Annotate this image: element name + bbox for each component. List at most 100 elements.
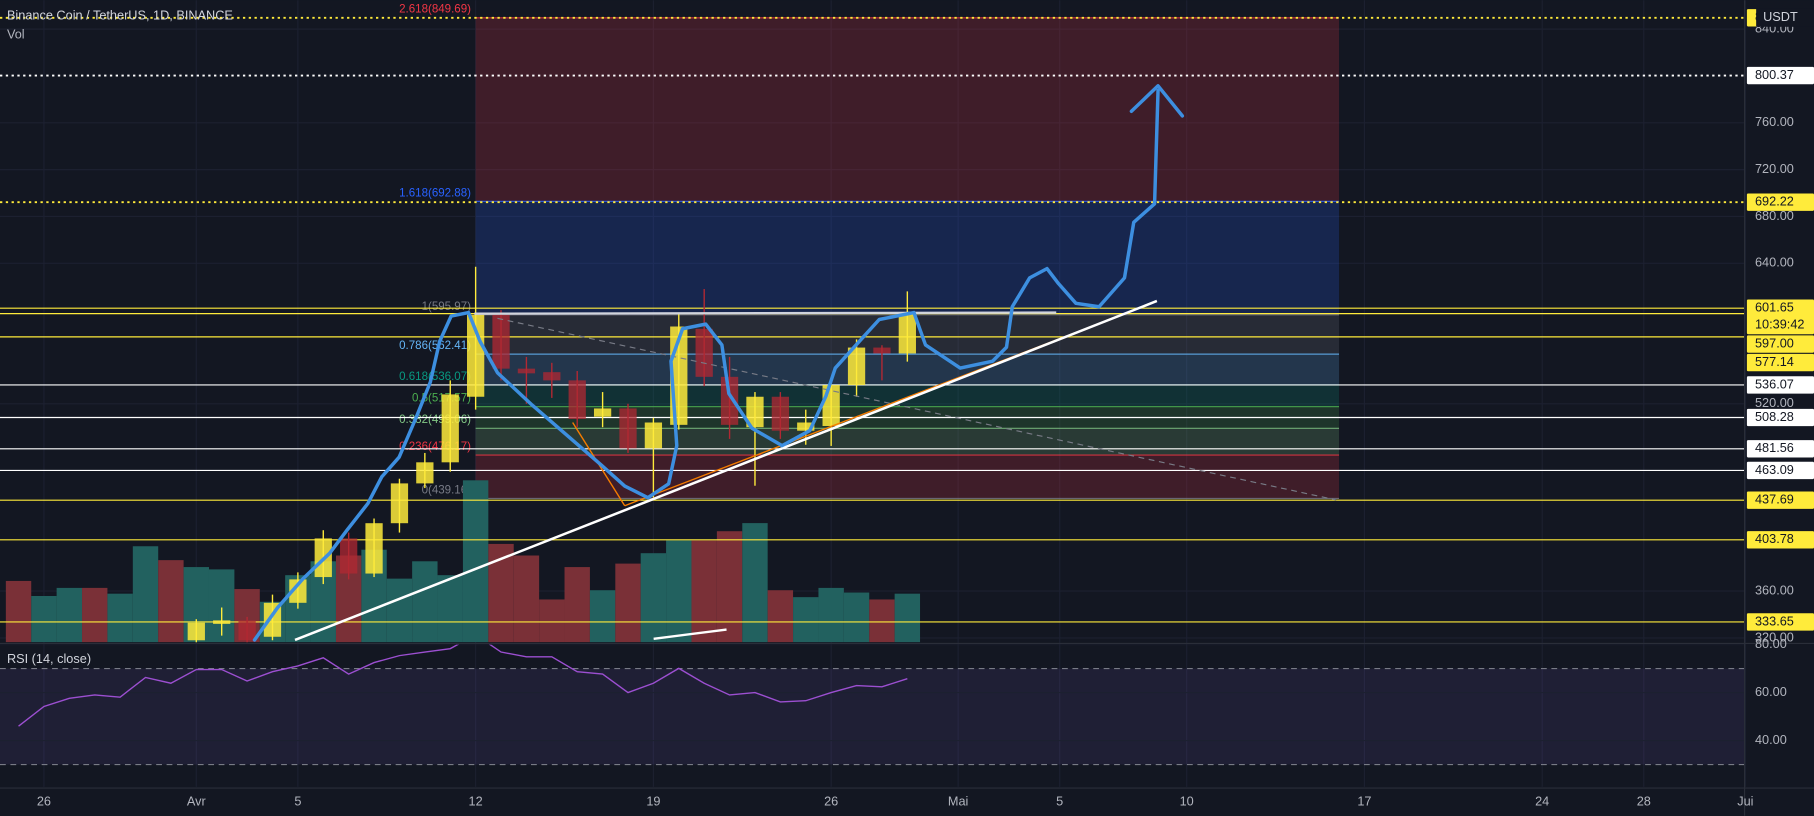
x-tick-label: 26 bbox=[824, 793, 838, 808]
price-level-box bbox=[1746, 66, 1814, 85]
rsi-tick-label: 60.00 bbox=[1755, 684, 1787, 699]
x-tick-label: 26 bbox=[37, 793, 51, 808]
currency-box bbox=[1756, 8, 1814, 27]
fib-zone bbox=[475, 455, 1340, 499]
grid bbox=[0, 0, 1746, 787]
rsi-pane bbox=[0, 644, 1745, 766]
fib-label: 0.786(562.41) bbox=[399, 340, 471, 352]
price-level-box bbox=[1746, 440, 1814, 458]
volume-label: Vol bbox=[7, 26, 25, 41]
price-level-label: 333.65 bbox=[1755, 613, 1794, 628]
volume-bar bbox=[31, 595, 57, 643]
y-tick-label: 320.00 bbox=[1755, 629, 1794, 644]
candle-body bbox=[771, 396, 790, 431]
x-tick-label: 10 bbox=[1180, 793, 1194, 808]
price-level-label: 481.56 bbox=[1755, 440, 1794, 455]
price-level-label: 800.37 bbox=[1755, 67, 1794, 82]
x-tick-label: Avr bbox=[187, 793, 207, 808]
price-level-label: 601.65 bbox=[1755, 300, 1794, 315]
candle-body bbox=[416, 462, 434, 484]
price-level-box bbox=[1746, 353, 1814, 372]
volume-bar bbox=[615, 563, 641, 643]
fib-zone bbox=[475, 17, 1340, 202]
price-level-label: 508.28 bbox=[1755, 409, 1794, 424]
volume-bar bbox=[386, 578, 413, 643]
price-level-box bbox=[1746, 613, 1814, 631]
price-level-label: 692.22 bbox=[1755, 193, 1794, 208]
x-tick-label: Jui bbox=[1737, 793, 1753, 808]
fib-label: 0.382(499.06) bbox=[399, 414, 471, 426]
candle-body bbox=[873, 347, 891, 354]
price-level-box bbox=[1746, 491, 1814, 509]
volume-bar bbox=[589, 590, 616, 643]
candle-body bbox=[390, 483, 409, 524]
candle-body bbox=[619, 408, 637, 449]
price-level-label: 536.07 bbox=[1755, 376, 1794, 391]
volume-bar bbox=[412, 561, 438, 643]
fib-zone bbox=[475, 384, 1340, 407]
volume-bar bbox=[640, 553, 667, 643]
price-level-label: 463.09 bbox=[1755, 462, 1794, 477]
fib-zone bbox=[475, 428, 1340, 456]
y-tick-label: 360.00 bbox=[1755, 582, 1794, 597]
x-tick-label: 24 bbox=[1535, 793, 1549, 808]
candle-body bbox=[720, 376, 739, 425]
candle-body bbox=[238, 620, 256, 641]
volume-bar bbox=[107, 593, 133, 643]
volume-bar bbox=[56, 587, 83, 643]
candle-body bbox=[797, 422, 815, 431]
price-level-box bbox=[1746, 531, 1814, 549]
candle-body bbox=[289, 579, 307, 603]
fib-label: 0(439.16) bbox=[422, 484, 472, 496]
candle-body bbox=[441, 394, 459, 463]
y-tick-label: 640.00 bbox=[1755, 255, 1794, 270]
candle-body bbox=[822, 385, 840, 427]
y-tick-label: 720.00 bbox=[1755, 161, 1794, 176]
price-level-label: 403.78 bbox=[1755, 531, 1794, 546]
candle-body bbox=[340, 538, 358, 574]
fib-label: 1(595.97) bbox=[422, 301, 472, 313]
volume-bar bbox=[742, 523, 768, 643]
fib-label: 1.618(692.88) bbox=[399, 187, 471, 199]
currency-label: USDT bbox=[1763, 9, 1798, 24]
x-tick-label: 5 bbox=[294, 793, 301, 808]
volume-bar bbox=[767, 590, 794, 643]
candle-body bbox=[568, 380, 586, 419]
rsi-line bbox=[18, 644, 908, 727]
rsi-tick-label: 40.00 bbox=[1755, 732, 1787, 747]
rsi-tick-label: 80.00 bbox=[1755, 636, 1787, 651]
volume-bar bbox=[818, 587, 844, 643]
x-tick-label: 12 bbox=[469, 793, 483, 808]
volume-bar bbox=[158, 560, 184, 643]
candle-body bbox=[847, 347, 866, 386]
y-tick-label: 520.00 bbox=[1755, 395, 1794, 410]
volume-bar bbox=[564, 567, 590, 643]
price-level-label: 597.00 bbox=[1755, 335, 1794, 350]
candle-body bbox=[517, 368, 536, 374]
x-tick-label: 17 bbox=[1357, 793, 1371, 808]
short-trendline bbox=[653, 628, 727, 640]
price-level-box bbox=[1746, 376, 1814, 394]
volume-bar bbox=[869, 599, 895, 643]
volume-bar bbox=[666, 540, 692, 643]
candle-body bbox=[644, 422, 663, 449]
rsi-band bbox=[0, 668, 1745, 765]
price-level-label: 437.69 bbox=[1755, 492, 1794, 507]
volume-bar bbox=[793, 597, 819, 643]
x-tick-label: Mai bbox=[948, 793, 969, 808]
volume-bar bbox=[894, 593, 921, 643]
projection-arrowhead bbox=[1129, 84, 1185, 118]
candle-body bbox=[467, 314, 485, 397]
volume-bar bbox=[843, 592, 870, 643]
candle-body bbox=[187, 622, 205, 641]
candle-body bbox=[593, 408, 612, 417]
volume-bar bbox=[691, 540, 717, 643]
volume-bar bbox=[462, 480, 489, 643]
rsi-label: RSI (14, close) bbox=[7, 651, 91, 666]
y-tick-label: 680.00 bbox=[1755, 208, 1794, 223]
candle-body bbox=[746, 396, 764, 428]
fib-label: 2.618(849.69) bbox=[399, 4, 471, 16]
dashed-trendline bbox=[497, 317, 1337, 501]
